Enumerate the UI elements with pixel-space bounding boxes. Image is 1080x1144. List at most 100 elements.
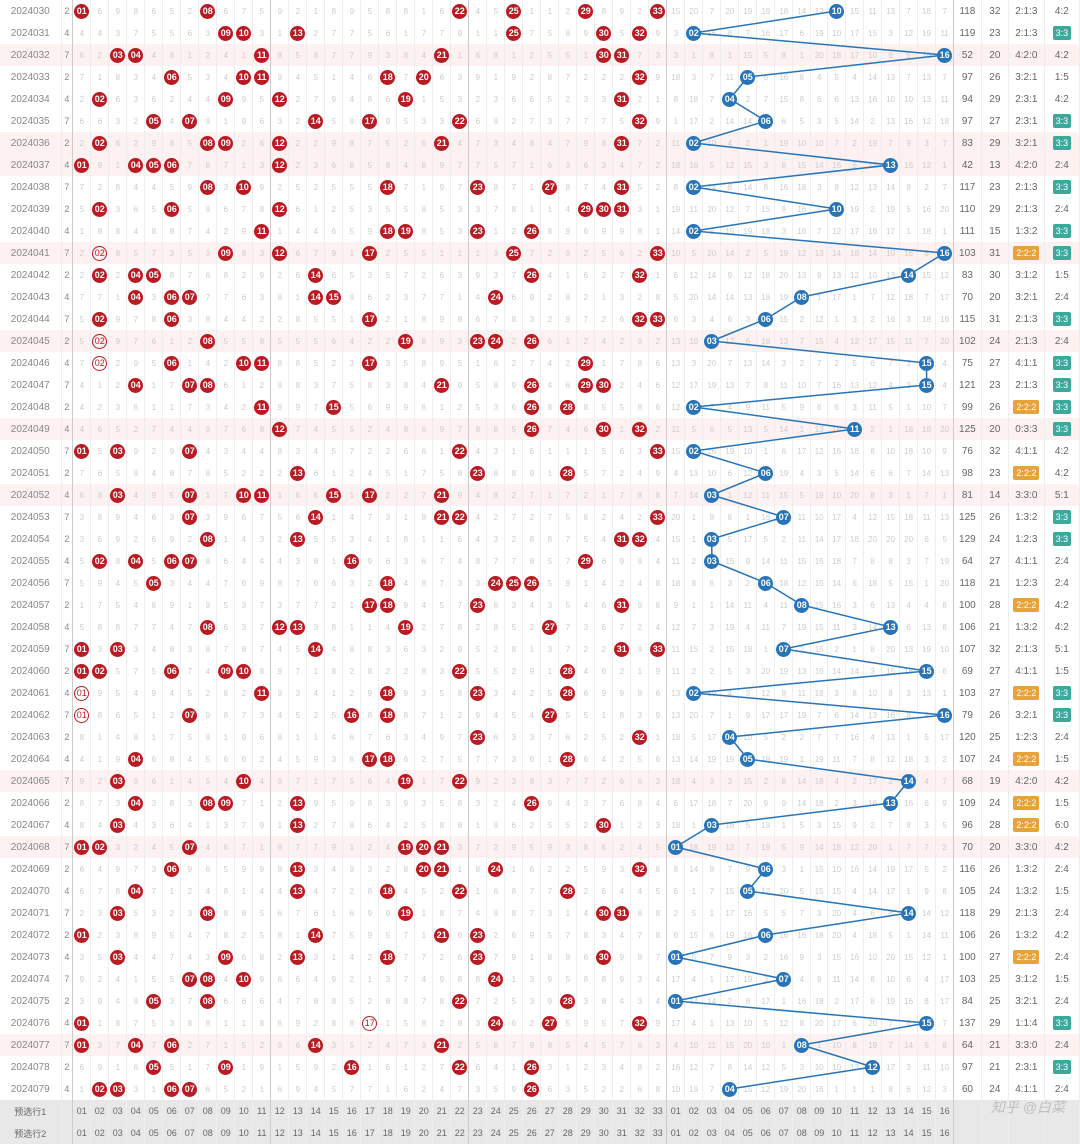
miss-count: 9 (116, 315, 120, 324)
data-row: 2024047741204170708612983758384219589264… (0, 374, 1080, 396)
miss-count: 7 (440, 557, 444, 566)
miss-count: 5 (350, 183, 354, 192)
red-col-18: 2 (379, 308, 397, 330)
red-col-17: 3 (361, 264, 379, 286)
blue-col-1: 9 (667, 594, 685, 616)
red-col-16: 8 (343, 1012, 361, 1034)
miss-count: 7 (458, 733, 462, 742)
red-col-8: 8 (199, 638, 217, 660)
red-col-5: 1 (145, 704, 163, 726)
ratio1-cell: 1:3:2 (1009, 924, 1045, 946)
miss-count: 8 (638, 491, 642, 500)
miss-count: 4 (548, 139, 552, 148)
miss-count: 5 (548, 557, 552, 566)
red-col-11: 2 (253, 308, 271, 330)
red-col-27: 9 (541, 792, 559, 814)
blue-col-11: 14 (846, 968, 864, 990)
red-col-25: 1 (505, 858, 523, 880)
miss-count: 2 (458, 403, 462, 412)
miss-count: 7 (206, 1041, 210, 1050)
red-col-5: 3 (145, 792, 163, 814)
ratio2-cell: 2:4 (1044, 990, 1079, 1012)
blue-miss: 15 (904, 953, 913, 962)
blue-miss: 3 (817, 953, 821, 962)
red-col-4: 4 (127, 484, 145, 506)
red-col-31: 31 (613, 198, 631, 220)
blue-miss: 1 (906, 403, 910, 412)
miss-count: 2 (314, 1019, 318, 1028)
red-col-32: 32 (631, 1012, 649, 1034)
miss-count: 4 (242, 535, 246, 544)
period-cell: 2024044 (0, 308, 61, 330)
blue-miss: 18 (832, 51, 841, 60)
blue-col-11: 19 (846, 198, 864, 220)
red-col-23: 7 (469, 748, 487, 770)
red-col-30: 3 (595, 924, 613, 946)
blue-miss: 17 (725, 337, 734, 346)
red-col-11: 6 (253, 132, 271, 154)
miss-count: 3 (458, 843, 462, 852)
blue-col-2: 5 (685, 902, 703, 924)
red-col-26: 2 (523, 814, 541, 836)
sum-cell: 120 (954, 726, 982, 748)
red-ball: 24 (488, 862, 503, 877)
blue-col-12: 17 (864, 330, 882, 352)
red-col-26: 2 (523, 66, 541, 88)
miss-count: 7 (458, 425, 462, 434)
blue-miss: 6 (888, 51, 892, 60)
miss-count: 6 (152, 755, 156, 764)
blue-ball: 04 (722, 92, 737, 107)
blue-miss: 13 (671, 755, 680, 764)
miss-count: 8 (602, 139, 606, 148)
miss-count: 6 (296, 271, 300, 280)
blue-miss: 14 (850, 667, 859, 676)
blue-miss: 17 (904, 865, 913, 874)
blue-col-1: 12 (667, 396, 685, 418)
red-col-16: 1 (343, 308, 361, 330)
blue-col-9: 14 (811, 528, 828, 550)
red-ball: 11 (254, 488, 269, 503)
red-col-14: 6 (307, 572, 325, 594)
red-col-1: 9 (73, 968, 91, 990)
red-ball: 12 (272, 620, 287, 635)
red-col-29: 2 (577, 242, 595, 264)
miss-count: 5 (548, 51, 552, 60)
miss-count: 6 (152, 337, 156, 346)
red-col-20: 7 (415, 462, 433, 484)
red-col-5: 6 (145, 88, 163, 110)
blue-col-5: 7 (739, 198, 757, 220)
red-ball: 08 (200, 532, 215, 547)
blue-col-9: 7 (811, 198, 828, 220)
miss-count: 2 (638, 623, 642, 632)
red-col-4: 8 (127, 726, 145, 748)
miss-count: 9 (152, 491, 156, 500)
blue-miss: 10 (832, 29, 841, 38)
red-col-22: 22 (451, 880, 469, 902)
miss-count: 2 (386, 865, 390, 874)
miss-count: 8 (314, 557, 318, 566)
miss-count: 5 (80, 579, 84, 588)
blue-miss: 15 (904, 579, 913, 588)
miss-count: 2 (620, 469, 624, 478)
miss-count: 2 (296, 95, 300, 104)
blue-col-15: 18 (918, 0, 936, 22)
red-col-10: 7 (235, 814, 253, 836)
red-col-15: 5 (325, 110, 343, 132)
miss-count: 8 (494, 51, 498, 60)
blue-col-9: 16 (811, 660, 828, 682)
red-col-7: 07 (181, 968, 199, 990)
red-col-1: 01 (73, 1034, 91, 1056)
blue-col-6: 06 (757, 462, 775, 484)
blue-col-3: 19 (703, 682, 721, 704)
red-col-33: 6 (649, 374, 667, 396)
red-col-20: 1 (415, 924, 433, 946)
red-col-1: 7 (73, 462, 91, 484)
blue-col-12: 8 (864, 484, 882, 506)
span-cell: 21 (981, 572, 1008, 594)
red-col-33: 9 (649, 462, 667, 484)
miss-count: 7 (80, 183, 84, 192)
miss-count: 2 (620, 755, 624, 764)
red-col-28: 9 (559, 308, 577, 330)
red-ball: 21 (434, 136, 449, 151)
period-cell: 2024058 (0, 616, 61, 638)
